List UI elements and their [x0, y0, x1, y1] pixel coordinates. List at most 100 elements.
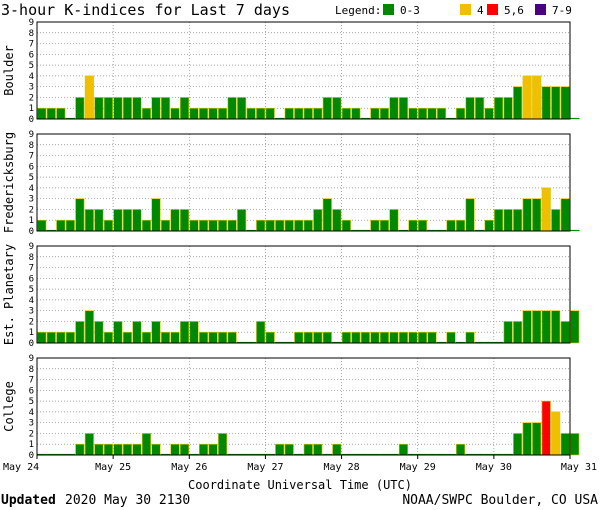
kp-bar: [417, 331, 428, 344]
y-tick-label: 8: [29, 365, 34, 375]
kp-bar: [551, 310, 561, 344]
kp-bar: [379, 219, 389, 232]
kp-bar: [46, 331, 56, 344]
chart-title: 3-hour K-indices for Last 7 days: [1, 1, 290, 19]
kp-bar: [122, 209, 132, 232]
kp-bar: [351, 107, 361, 120]
y-tick-label: 0: [29, 115, 34, 125]
kp-bar: [522, 310, 532, 344]
x-axis-label: Coordinate Universal Time (UTC): [188, 478, 412, 492]
kp-bar: [341, 107, 351, 120]
y-tick-label: 9: [29, 130, 34, 140]
kp-bar: [160, 97, 171, 120]
kp-bar: [199, 107, 209, 120]
kp-bar: [132, 443, 142, 456]
y-tick-label: 1: [29, 440, 34, 450]
kp-bar: [75, 198, 85, 232]
kp-bar: [218, 433, 228, 456]
kp-bar: [132, 321, 142, 344]
kp-bar: [275, 219, 285, 232]
kp-bar: [113, 321, 123, 344]
panel-frame: [36, 133, 571, 232]
kp-bar: [132, 97, 142, 120]
kp-bar: [65, 331, 75, 344]
y-tick-label: 5: [29, 285, 34, 295]
kp-bar: [179, 321, 190, 344]
y-tick-label: 5: [29, 61, 34, 71]
kp-bar: [389, 209, 399, 232]
kp-bar: [84, 209, 94, 232]
kp-bar: [551, 411, 561, 456]
y-tick-label: 4: [29, 296, 34, 306]
x-tick-label: May 30: [476, 462, 512, 473]
kp-bar: [560, 433, 570, 456]
kp-bar: [465, 198, 475, 232]
y-tick-label: 7: [29, 152, 34, 162]
kp-bar: [465, 97, 475, 120]
legend-swatch-0-3: [383, 4, 394, 15]
y-tick-label: 0: [29, 339, 34, 349]
kp-bar: [560, 321, 570, 344]
kp-bar: [532, 75, 542, 120]
panel-frame: [36, 21, 571, 120]
legend-entry-0-3: 0-3: [400, 4, 420, 17]
kp-bar: [265, 219, 275, 232]
panel-label-est-planetary: Est. Planetary: [2, 244, 16, 345]
kp-bar: [151, 97, 161, 120]
y-tick-label: 2: [29, 205, 34, 215]
kp-bar: [408, 331, 418, 344]
panel-label-college: College: [2, 381, 16, 432]
y-tick-label: 6: [29, 274, 34, 284]
kp-bar: [246, 107, 256, 120]
kp-bar: [179, 443, 190, 456]
y-tick-label: 9: [29, 18, 34, 28]
kp-bar: [37, 107, 47, 120]
panel-frame: [36, 245, 571, 344]
legend-swatch-4: [460, 4, 471, 15]
y-tick-label: 5: [29, 397, 34, 407]
kp-bar: [189, 219, 199, 232]
kp-bar: [541, 86, 551, 120]
kp-bar: [560, 198, 570, 232]
kp-bar: [541, 400, 551, 456]
kp-bar: [484, 107, 494, 120]
kp-bar: [408, 107, 418, 120]
x-tick-label: May 25: [95, 462, 131, 473]
kp-bar: [170, 209, 180, 232]
x-tick-label: May 28: [324, 462, 360, 473]
footer-updated-label: Updated: [1, 493, 56, 508]
kp-bar: [503, 209, 513, 232]
kp-bar: [494, 209, 504, 232]
kp-bar: [265, 331, 275, 344]
kp-bar: [56, 107, 66, 120]
kp-bar: [398, 331, 408, 344]
kp-bar: [303, 107, 313, 120]
kp-bar: [94, 443, 104, 456]
kp-bar: [151, 443, 161, 456]
kp-bar: [199, 331, 209, 344]
kp-bar: [532, 198, 542, 232]
kp-bar: [398, 443, 408, 456]
kp-bar: [551, 86, 561, 120]
kp-bar: [379, 107, 389, 120]
y-tick-label: 3: [29, 83, 34, 93]
y-tick-label: 1: [29, 104, 34, 114]
y-tick-label: 6: [29, 162, 34, 172]
kp-bar: [179, 97, 190, 120]
y-tick-label: 0: [29, 227, 34, 237]
kp-bar: [103, 443, 113, 456]
x-tick-label: May 29: [400, 462, 436, 473]
kp-bar: [75, 97, 85, 120]
kp-bar: [513, 86, 523, 120]
kp-bar: [284, 219, 294, 232]
kp-bar: [379, 331, 389, 344]
kp-bar: [522, 75, 532, 120]
y-tick-label: 7: [29, 40, 34, 50]
legend-entry-4: 4: [477, 4, 484, 17]
kp-bar: [227, 331, 237, 344]
kp-bar: [208, 219, 218, 232]
kp-bar: [294, 219, 304, 232]
kp-bar: [541, 187, 551, 232]
